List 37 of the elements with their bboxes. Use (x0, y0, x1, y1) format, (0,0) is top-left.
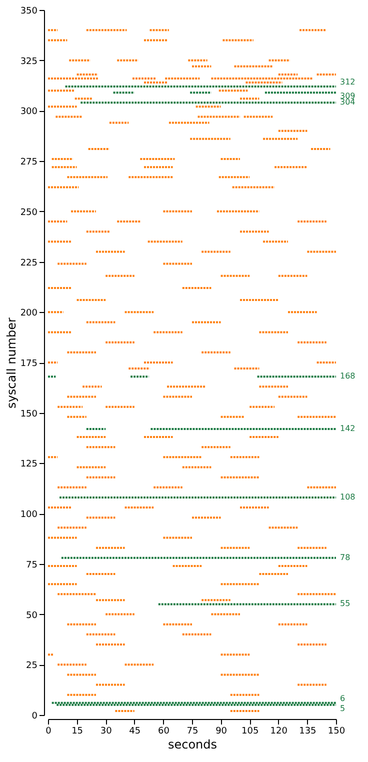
x-tick-label: 105 (242, 726, 259, 736)
series-label: 142 (340, 424, 356, 433)
series-label: 6 (340, 694, 346, 703)
y-tick-label: 25 (26, 661, 38, 672)
y-tick-label: 250 (20, 208, 38, 218)
x-tick-label: 60 (158, 726, 170, 736)
x-tick-label: 75 (186, 726, 198, 736)
y-tick-label: 225 (20, 258, 38, 268)
series-label: 5 (340, 704, 346, 713)
x-tick-label: 150 (328, 726, 346, 736)
series-label: 108 (340, 492, 356, 502)
series-label: 304 (340, 98, 356, 107)
series-label: 168 (340, 372, 356, 381)
series-label: 78 (340, 552, 350, 562)
y-tick-label: 300 (20, 107, 38, 118)
x-axis-title: seconds (168, 738, 218, 752)
y-axis-title: syscall number (4, 318, 18, 408)
y-tick-label: 125 (20, 460, 38, 470)
y-tick-label: 100 (20, 510, 38, 520)
series-label: 55 (340, 599, 350, 608)
y-tick-label: 200 (20, 308, 38, 319)
x-tick-label: 15 (72, 726, 84, 736)
series-label: 312 (340, 78, 356, 87)
y-tick-label: 50 (26, 610, 38, 621)
y-tick-label: 275 (20, 158, 38, 168)
y-tick-label: 350 (20, 6, 38, 16)
x-tick-label: 135 (299, 726, 316, 736)
x-tick-label: 90 (216, 726, 228, 736)
y-tick-label: 325 (20, 56, 38, 67)
x-tick-label: 0 (46, 726, 52, 736)
y-tick-label: 150 (20, 409, 38, 420)
x-tick-label: 45 (129, 726, 141, 736)
y-tick-label: 0 (32, 712, 38, 722)
x-tick-label: 120 (270, 726, 288, 736)
x-tick-label: 30 (100, 726, 112, 736)
y-tick-label: 175 (20, 359, 38, 369)
y-tick-label: 75 (26, 560, 38, 570)
